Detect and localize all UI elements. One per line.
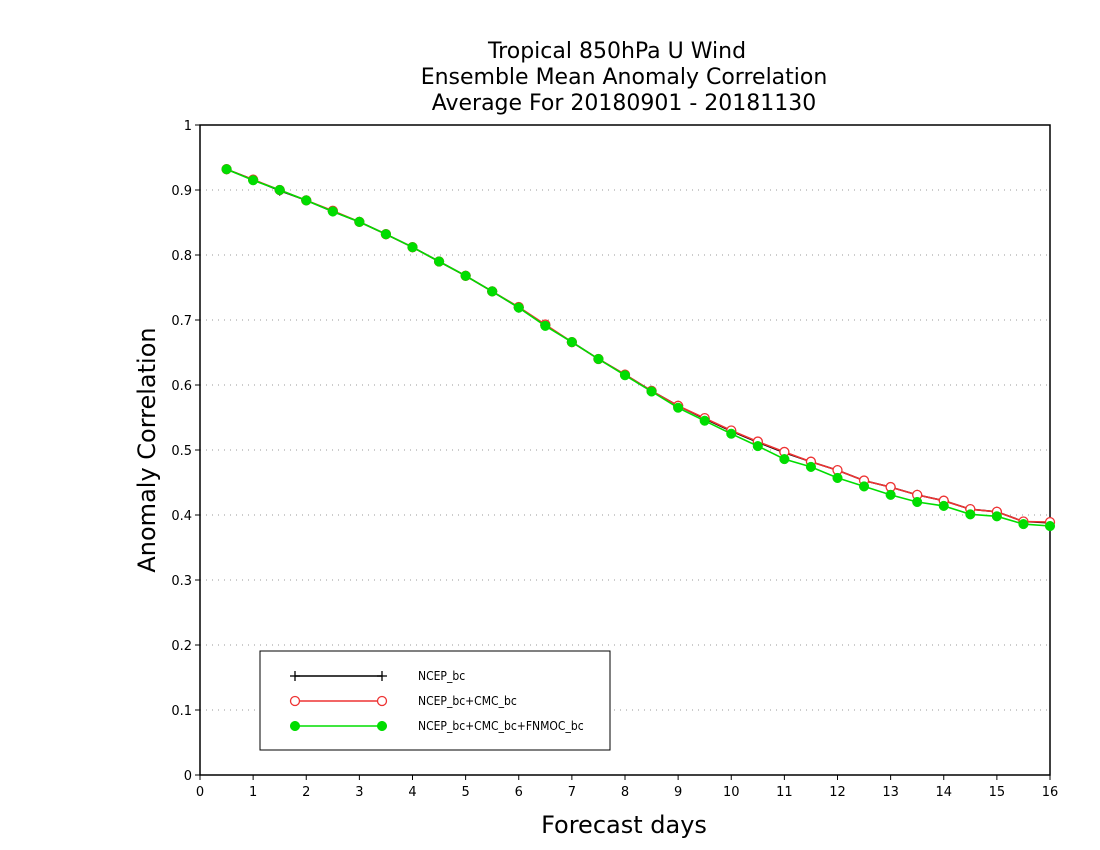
x-tick-label: 13 <box>882 785 899 800</box>
series-layer <box>221 164 1056 532</box>
data-point <box>407 242 418 253</box>
y-tick-label: 0.3 <box>171 574 192 589</box>
x-tick-label: 10 <box>723 785 740 800</box>
data-point <box>991 511 1002 522</box>
series-3 <box>221 164 1056 532</box>
legend-marker <box>289 695 301 707</box>
x-tick-label: 2 <box>302 785 310 800</box>
title-line-2: Ensemble Mean Anomaly Correlation <box>421 65 828 90</box>
legend-marker <box>376 720 388 732</box>
data-point <box>566 337 577 348</box>
legend-marker <box>289 720 301 732</box>
data-point <box>619 370 631 381</box>
y-tick-label: 0 <box>184 769 192 784</box>
x-tick-label: 15 <box>989 785 1006 800</box>
data-point <box>301 195 312 206</box>
data-point <box>885 489 896 500</box>
data-point <box>859 481 870 492</box>
legend-entry: NCEP_bc+CMC_bc <box>289 694 517 708</box>
data-point <box>434 256 445 267</box>
legend-label: NCEP_bc+CMC_bc+FNMOC_bc <box>418 719 584 733</box>
legend-marker <box>377 671 387 681</box>
legend-entry: NCEP_bc <box>290 669 465 683</box>
data-point <box>779 454 790 465</box>
data-point <box>354 216 365 227</box>
data-point <box>646 386 657 397</box>
y-tick-label: 0.7 <box>171 314 192 329</box>
x-tick-label: 14 <box>935 785 952 800</box>
data-point <box>513 302 524 313</box>
data-point <box>540 320 551 331</box>
legend-marker <box>376 695 388 707</box>
data-point <box>1044 521 1056 532</box>
x-tick-label: 11 <box>776 785 793 800</box>
y-tick-label: 0.8 <box>171 249 192 264</box>
data-point <box>487 286 498 297</box>
chart-title: Tropical 850hPa U Wind Ensemble Mean Ano… <box>421 39 828 116</box>
data-point <box>805 461 816 472</box>
data-point <box>1018 519 1029 530</box>
x-tick-label: 5 <box>461 785 469 800</box>
data-point <box>912 496 923 508</box>
x-tick-label: 7 <box>568 785 576 800</box>
legend-label: NCEP_bc <box>418 669 465 683</box>
x-tick-label: 12 <box>829 785 846 800</box>
y-tick-label: 0.9 <box>171 184 192 199</box>
series-line <box>226 168 1051 523</box>
axis-ticks: 00.10.20.30.40.50.60.70.80.910 1 2 3 4 5 6 7 8 9 1… <box>171 119 1058 800</box>
x-tick-label: 8 <box>621 785 629 800</box>
data-point <box>938 500 949 511</box>
title-line-3: Average For 20180901 - 20181130 <box>432 91 817 116</box>
data-point <box>380 229 391 240</box>
y-tick-label: 0.6 <box>171 379 192 394</box>
x-tick-label: 4 <box>408 785 416 800</box>
series-line <box>226 168 1051 527</box>
y-tick-label: 0.5 <box>171 444 192 459</box>
data-point <box>726 428 737 439</box>
data-point <box>460 270 471 281</box>
y-tick-label: 0.4 <box>171 509 192 524</box>
legend-label: NCEP_bc+CMC_bc <box>418 694 517 708</box>
data-point <box>965 509 976 520</box>
data-point <box>221 164 232 175</box>
y-tick-label: 0.1 <box>171 704 192 719</box>
legend: NCEP_bc NCEP_bc+CMC_bc NCEP_bc+CMC_bc+FNMO… <box>259 650 611 751</box>
y-axis-label: Anomaly Correlation <box>133 327 161 572</box>
x-tick-label: 16 <box>1042 785 1059 800</box>
data-point <box>274 184 285 196</box>
x-tick-label: 9 <box>674 785 682 800</box>
data-point <box>832 472 843 484</box>
y-tick-label: 0.2 <box>171 639 192 654</box>
data-point <box>327 206 338 217</box>
data-point <box>248 175 259 186</box>
y-tick-label: 1 <box>184 119 192 134</box>
series-line <box>226 168 1051 524</box>
x-tick-label: 3 <box>355 785 363 800</box>
data-point <box>752 441 763 452</box>
data-point <box>699 415 710 426</box>
x-tick-label: 0 <box>196 785 204 800</box>
x-tick-label: 6 <box>515 785 523 800</box>
data-point <box>673 402 684 413</box>
legend-marker <box>290 671 300 681</box>
title-line-1: Tropical 850hPa U Wind <box>487 39 746 64</box>
x-axis-label: Forecast days <box>541 811 707 839</box>
legend-entry: NCEP_bc+CMC_bc+FNMOC_bc <box>289 719 584 733</box>
grid <box>200 189 1050 711</box>
data-point <box>593 353 604 365</box>
series-2 <box>221 164 1056 528</box>
series-1 <box>221 164 1055 528</box>
x-tick-label: 1 <box>249 785 257 800</box>
